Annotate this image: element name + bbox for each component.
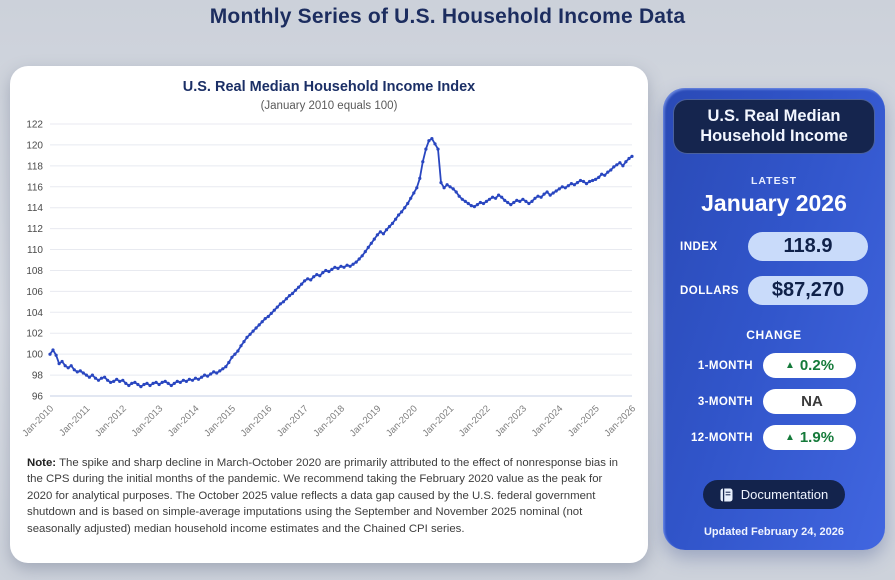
index-value-pill: 118.9 bbox=[748, 232, 868, 262]
svg-text:Jan-2023: Jan-2023 bbox=[493, 403, 529, 439]
svg-text:Jan-2019: Jan-2019 bbox=[348, 403, 384, 439]
updated-date: Updated February 24, 2026 bbox=[703, 526, 844, 539]
svg-text:104: 104 bbox=[26, 308, 43, 319]
chart-card: U.S. Real Median Household Income Index … bbox=[10, 66, 648, 563]
documentation-button-label: Documentation bbox=[740, 487, 829, 503]
svg-text:114: 114 bbox=[27, 203, 43, 214]
chart-note: Note: The spike and sharp decline in Mar… bbox=[10, 449, 648, 537]
svg-text:102: 102 bbox=[26, 329, 43, 340]
latest-value: January 2026 bbox=[701, 190, 847, 217]
svg-text:Jan-2024: Jan-2024 bbox=[530, 403, 566, 439]
chart-area: 96 98 100 102 104 106 108 110 112 114 116 118 120 122… bbox=[10, 114, 648, 449]
svg-text:Jan-2022: Jan-2022 bbox=[457, 403, 493, 439]
summary-panel: U.S. Real Median Household Income LATEST… bbox=[663, 88, 885, 550]
svg-text:Jan-2026: Jan-2026 bbox=[602, 403, 638, 439]
dollars-row: DOLLARS $87,270 bbox=[663, 276, 885, 306]
index-row: INDEX 118.9 bbox=[663, 232, 885, 262]
svg-text:96: 96 bbox=[32, 392, 44, 403]
dollars-value-pill: $87,270 bbox=[748, 276, 868, 306]
svg-text:Jan-2025: Jan-2025 bbox=[566, 403, 602, 439]
svg-text:Jan-2017: Jan-2017 bbox=[275, 403, 311, 439]
up-arrow-icon: ▲ bbox=[784, 431, 795, 443]
change-3-month-pill: NA bbox=[763, 389, 856, 415]
latest-label: LATEST bbox=[750, 175, 798, 188]
chart-title: U.S. Real Median Household Income Index bbox=[182, 79, 476, 95]
svg-text:116: 116 bbox=[27, 182, 43, 193]
svg-text:110: 110 bbox=[27, 245, 43, 256]
panel-title: U.S. Real Median Household Income bbox=[673, 99, 875, 155]
change-row-3-month: 3-MONTH NA bbox=[663, 389, 885, 415]
change-3-month-value: NA bbox=[801, 393, 823, 411]
svg-text:Jan-2016: Jan-2016 bbox=[239, 403, 275, 439]
change-row-1-month: 1-MONTH ▲ 0.2% bbox=[663, 353, 885, 379]
svg-text:120: 120 bbox=[26, 140, 43, 151]
change-12-month-pill: ▲ 1.9% bbox=[763, 425, 856, 451]
svg-text:100: 100 bbox=[26, 350, 43, 361]
up-arrow-icon: ▲ bbox=[784, 359, 795, 371]
svg-text:98: 98 bbox=[32, 371, 44, 382]
change-1-month-pill: ▲ 0.2% bbox=[763, 353, 856, 379]
svg-text:Jan-2011: Jan-2011 bbox=[57, 403, 92, 438]
svg-text:Jan-2021: Jan-2021 bbox=[420, 403, 456, 439]
page-title: Monthly Series of U.S. Household Income … bbox=[209, 5, 686, 28]
svg-text:122: 122 bbox=[26, 120, 43, 131]
page-header: Monthly Series of U.S. Household Income … bbox=[0, 0, 895, 29]
svg-text:Jan-2014: Jan-2014 bbox=[166, 403, 202, 439]
svg-text:Jan-2010: Jan-2010 bbox=[20, 403, 56, 439]
svg-text:106: 106 bbox=[26, 287, 43, 298]
chart-subtitle: (January 2010 equals 100) bbox=[260, 100, 398, 112]
svg-text:Jan-2015: Jan-2015 bbox=[202, 403, 238, 439]
svg-text:Jan-2020: Jan-2020 bbox=[384, 403, 420, 439]
income-index-chart: 96 98 100 102 104 106 108 110 112 114 116 118 120 122… bbox=[20, 120, 638, 440]
index-label: INDEX bbox=[680, 240, 718, 253]
documentation-button[interactable]: Documentation bbox=[702, 480, 846, 510]
svg-text:108: 108 bbox=[26, 266, 43, 277]
svg-text:118: 118 bbox=[27, 161, 43, 172]
dollars-label: DOLLARS bbox=[680, 284, 740, 297]
change-12-month-label: 12-MONTH bbox=[691, 431, 753, 444]
change-section-label: CHANGE bbox=[746, 328, 802, 343]
change-1-month-label: 1-MONTH bbox=[697, 359, 753, 372]
chart-note-label: Note: bbox=[27, 457, 57, 469]
change-1-month-value: 0.2% bbox=[799, 357, 835, 375]
svg-text:112: 112 bbox=[27, 224, 43, 235]
change-row-12-month: 12-MONTH ▲ 1.9% bbox=[663, 425, 885, 451]
svg-text:Jan-2013: Jan-2013 bbox=[129, 403, 165, 439]
change-12-month-value: 1.9% bbox=[799, 429, 835, 447]
book-icon bbox=[720, 488, 733, 502]
svg-text:Jan-2012: Jan-2012 bbox=[93, 403, 129, 439]
svg-text:Jan-2018: Jan-2018 bbox=[311, 403, 347, 439]
change-3-month-label: 3-MONTH bbox=[697, 395, 753, 408]
chart-note-text: The spike and sharp decline in March-Oct… bbox=[27, 457, 618, 535]
